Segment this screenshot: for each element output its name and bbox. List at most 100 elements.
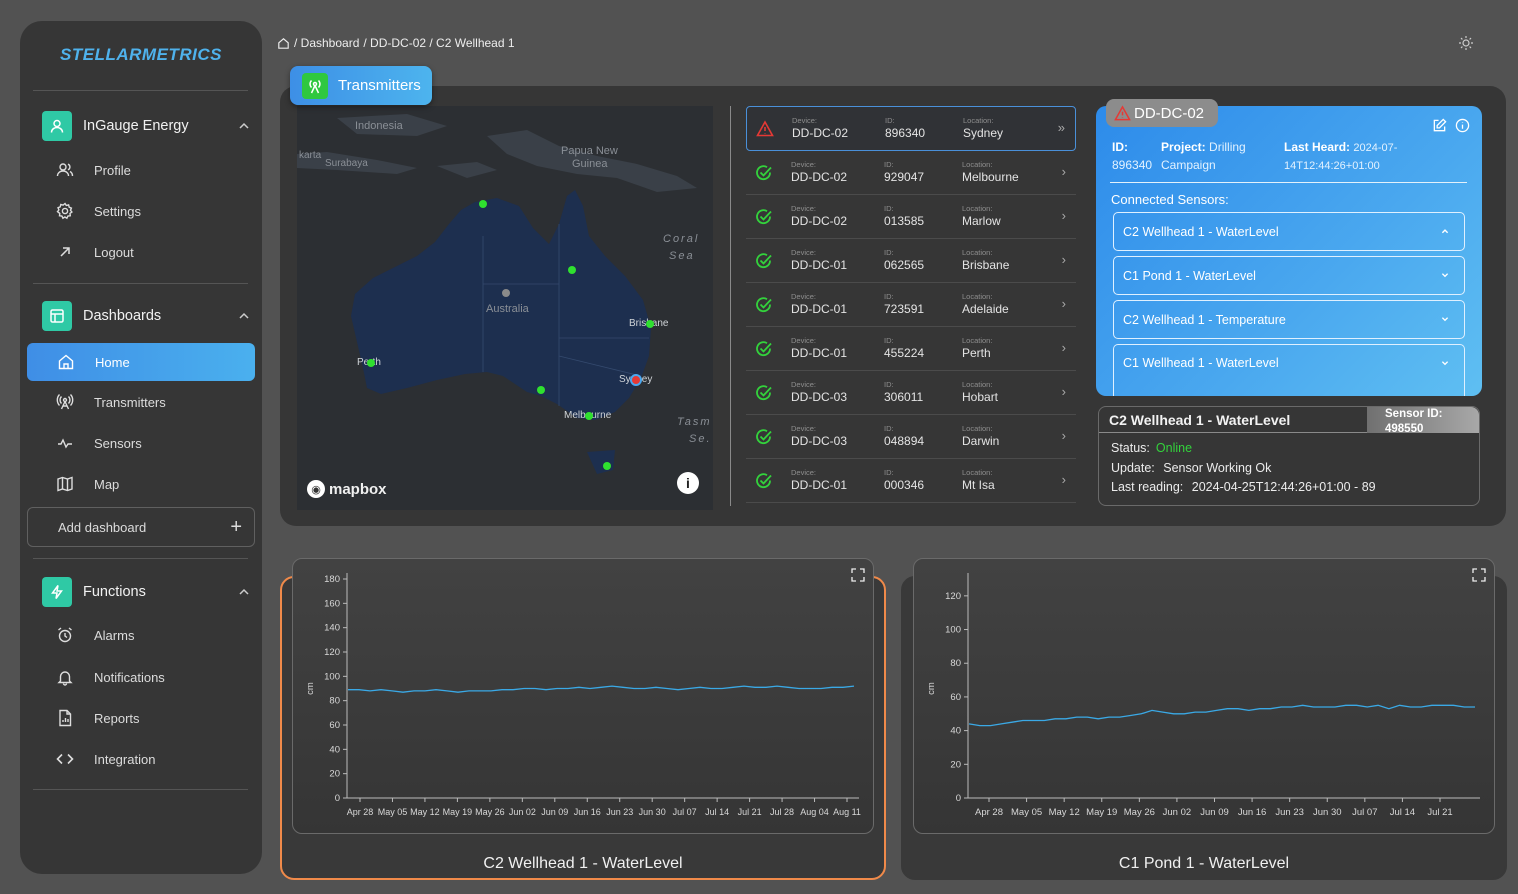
- sensor-item[interactable]: C1 Pond 1 - WaterLevel: [1113, 256, 1465, 295]
- y-tick-label: 60: [950, 692, 961, 703]
- project-value: Drilling: [1209, 140, 1246, 154]
- map-marker-mt-isa[interactable]: [568, 266, 576, 274]
- location-value: Perth: [962, 346, 991, 360]
- chevron-up-icon[interactable]: [236, 584, 252, 600]
- y-axis-label: cm: [305, 682, 316, 695]
- check-circle-icon: [756, 473, 772, 489]
- id-label: ID:: [884, 160, 894, 169]
- transmitter-row[interactable]: Device: DD-DC-01 ID: 062565 Location: Brisban…: [746, 239, 1076, 283]
- id-label: ID:: [884, 204, 894, 213]
- map-label: Se.: [689, 433, 712, 445]
- chevron-up-icon[interactable]: [236, 118, 252, 134]
- map-marker-sydney[interactable]: [630, 374, 642, 386]
- transmitter-row[interactable]: Device: DD-DC-01 ID: 455224 Location: Perth ›: [746, 327, 1076, 371]
- sidebar-item-reports[interactable]: Reports: [56, 703, 256, 733]
- device-label: Device:: [791, 204, 817, 213]
- item-label: Settings: [94, 203, 141, 219]
- transmitter-row[interactable]: Device: DD-DC-03 ID: 048894 Location: Darwin ›: [746, 415, 1076, 459]
- sun-icon[interactable]: [1458, 35, 1474, 51]
- connected-sensors-title: Connected Sensors:: [1111, 192, 1229, 207]
- last-reading-label: Last reading:: [1111, 480, 1184, 494]
- item-label: Reports: [94, 710, 140, 726]
- sensor-item[interactable]: C2 Wellhead 1 - Temperature: [1113, 300, 1465, 339]
- device-label: Device:: [791, 336, 817, 345]
- sidebar-item-transmitters[interactable]: Transmitters: [56, 387, 256, 417]
- last-heard-value: 14T12:44:26+01:00: [1284, 160, 1380, 172]
- map-marker-brisbane[interactable]: [646, 320, 654, 328]
- check-circle-icon: [756, 429, 772, 445]
- transmitter-row[interactable]: Device: DD-DC-02 ID: 896340 Location: Sydney »: [746, 106, 1076, 151]
- sensor-title: C2 Wellhead 1 - WaterLevel: [1109, 412, 1291, 428]
- map-marker-darwin[interactable]: [479, 200, 487, 208]
- map-marker-perth[interactable]: [367, 359, 375, 367]
- id-value: 013585: [884, 214, 925, 228]
- transmitter-row[interactable]: Device: DD-DC-03 ID: 306011 Location: Hobart ›: [746, 371, 1076, 415]
- id-label: ID:: [884, 248, 894, 257]
- add-dashboard-button[interactable]: Add dashboard +: [27, 507, 255, 547]
- sidebar-item-profile[interactable]: Profile: [56, 155, 256, 185]
- chevron-up-icon[interactable]: [236, 308, 252, 324]
- group-dashboards[interactable]: Dashboards: [42, 300, 252, 332]
- x-tick-label: Jun 23: [606, 807, 633, 817]
- last-heard-value: 2024-07-: [1353, 142, 1398, 154]
- expand-icon[interactable]: [1472, 568, 1486, 582]
- sidebar-item-integration[interactable]: Integration: [56, 744, 256, 774]
- sidebar-item-notifications[interactable]: Notifications: [56, 662, 256, 692]
- sensor-item[interactable]: C1 Wellhead 1 - WaterLevel: [1113, 344, 1465, 396]
- map-label: Guinea: [572, 158, 608, 170]
- sidebar-item-map[interactable]: Map: [56, 469, 256, 499]
- edit-icon[interactable]: [1432, 118, 1447, 133]
- map-marker-melbourne[interactable]: [585, 412, 593, 420]
- breadcrumb-dashboard[interactable]: / Dashboard: [294, 36, 360, 50]
- id-value: 929047: [884, 170, 925, 184]
- id-label: ID:: [884, 424, 894, 433]
- map[interactable]: Indonesia karta Surabaya Papua New Guine…: [297, 106, 713, 510]
- tab-label: Transmitters: [338, 77, 421, 94]
- location-label: Location:: [962, 292, 993, 301]
- breadcrumb-current: / DD-DC-02 / C2 Wellhead 1: [363, 36, 515, 50]
- location-value: Brisbane: [962, 258, 1010, 272]
- device-value: DD-DC-02: [792, 126, 849, 140]
- transmitter-row[interactable]: Device: DD-DC-01 ID: 000346 Location: Mt Isa ›: [746, 459, 1076, 503]
- device-label: Device:: [791, 248, 817, 257]
- y-tick-label: 40: [329, 744, 340, 755]
- group-functions[interactable]: Functions: [42, 576, 252, 608]
- x-tick-label: Jun 09: [1200, 807, 1229, 818]
- map-label: Sea: [669, 250, 695, 262]
- home-icon[interactable]: [277, 37, 290, 50]
- chart-title: C1 Pond 1 - WaterLevel: [1118, 855, 1290, 872]
- sensor-item[interactable]: C2 Wellhead 1 - WaterLevel: [1113, 212, 1465, 251]
- transmitter-row[interactable]: Device: DD-DC-02 ID: 013585 Location: Marlow ›: [746, 195, 1076, 239]
- sidebar-item-home[interactable]: Home: [27, 343, 255, 381]
- map-marker-hobart[interactable]: [603, 462, 611, 470]
- location-label: Location:: [962, 380, 993, 389]
- sidebar: STELLARMETRICS InGauge Energy Profile Se…: [20, 21, 262, 874]
- transmitter-row[interactable]: Device: DD-DC-01 ID: 723591 Location: Adelaid…: [746, 283, 1076, 327]
- check-circle-icon: [756, 297, 772, 313]
- chevron-up-icon: [1441, 229, 1449, 234]
- info-circle-icon[interactable]: [1455, 118, 1470, 133]
- sidebar-item-alarms[interactable]: Alarms: [56, 620, 256, 650]
- map-marker-australia[interactable]: [502, 289, 510, 297]
- series-line: [348, 685, 855, 693]
- transmitter-row[interactable]: Device: DD-DC-02 ID: 929047 Location: Melbour…: [746, 151, 1076, 195]
- expand-icon[interactable]: [851, 568, 865, 582]
- item-label: Notifications: [94, 669, 165, 685]
- divider: [1110, 182, 1467, 183]
- mapbox-icon: ◉: [307, 480, 325, 498]
- x-tick-label: Jul 07: [1352, 807, 1377, 818]
- sidebar-item-settings[interactable]: Settings: [56, 196, 256, 226]
- location-label: Location:: [962, 160, 993, 169]
- sidebar-item-logout[interactable]: Logout: [56, 237, 256, 267]
- chart-svg: 0 20 40 60 80 100 120 cm Apr 28 May 05 May 12 May 1…: [926, 573, 1480, 818]
- sidebar-item-sensors[interactable]: Sensors: [56, 428, 256, 458]
- map-label: Coral: [663, 233, 700, 245]
- y-tick-label: 60: [329, 720, 340, 731]
- info-icon[interactable]: i: [677, 472, 699, 494]
- map-marker-adelaide[interactable]: [537, 386, 545, 394]
- tab-transmitters[interactable]: Transmitters: [290, 66, 432, 105]
- y-tick-label: 160: [324, 598, 340, 609]
- group-ingauge-energy[interactable]: InGauge Energy: [42, 110, 252, 142]
- map-label: Tasm: [677, 416, 712, 428]
- warning-icon: [1114, 104, 1131, 120]
